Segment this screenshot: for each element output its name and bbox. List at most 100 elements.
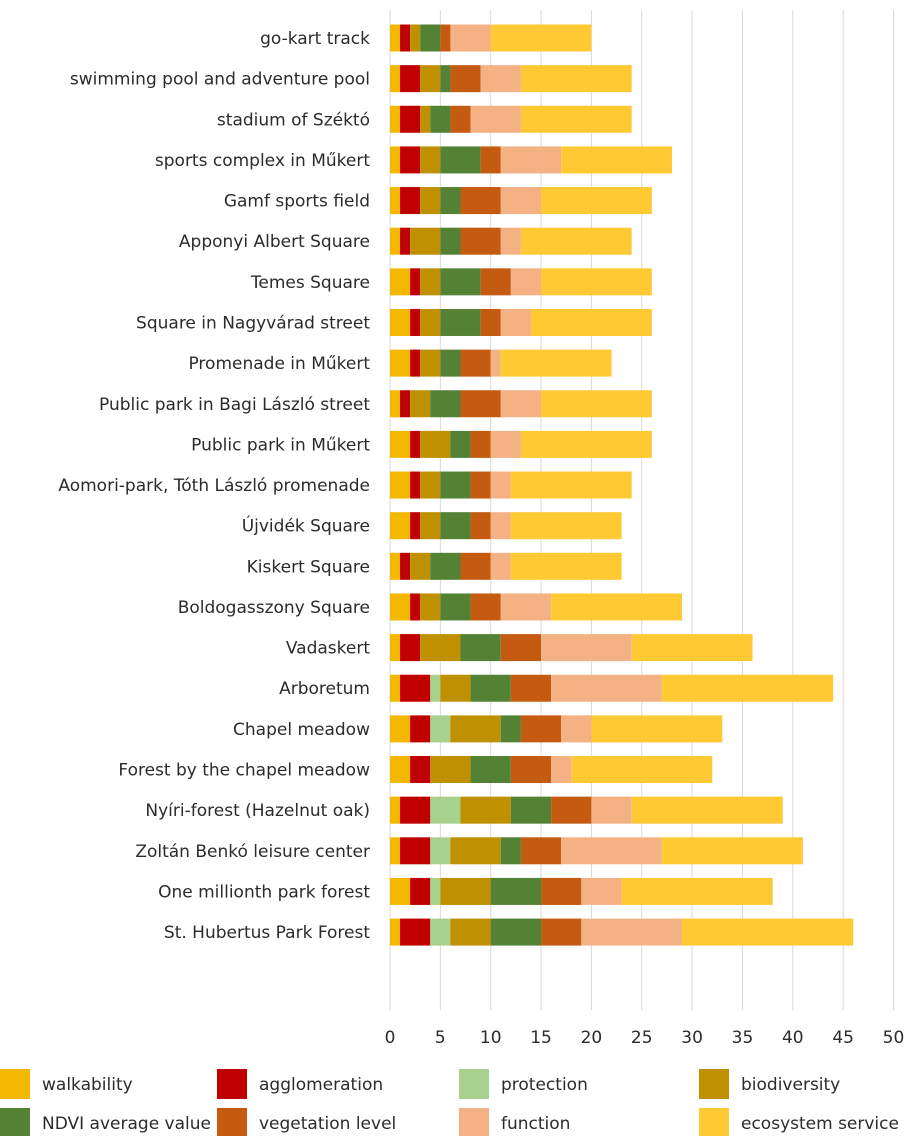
category-label: Gamf sports field	[224, 192, 370, 212]
bar-segment-vegetation-level	[541, 877, 582, 905]
bar-segment-ecosystem-service	[661, 837, 803, 865]
category-label: swimming pool and adventure pool	[70, 70, 370, 90]
bar-segment-biodiversity	[440, 674, 471, 702]
category-label: Zoltán Benkó leisure center	[135, 842, 370, 862]
bar-segment-protection	[430, 918, 451, 946]
category-label: Vadaskert	[286, 639, 370, 659]
legend-label: walkability	[42, 1075, 133, 1095]
bar-segment-ndvi-average-value	[440, 268, 481, 296]
bar-segment-agglomeration	[400, 390, 411, 418]
bar-segment-walkability	[390, 227, 401, 255]
bar-segment-ndvi-average-value	[440, 349, 461, 377]
bar-segment-ndvi-average-value	[430, 390, 461, 418]
bar-segment-ecosystem-service	[500, 349, 612, 377]
bar-segment-agglomeration	[400, 105, 421, 133]
bar-segment-ecosystem-service	[682, 918, 854, 946]
bar-segment-ecosystem-service	[591, 715, 723, 743]
bar-segment-biodiversity	[450, 715, 501, 743]
bar-segment-vegetation-level	[440, 24, 451, 52]
bar-segment-vegetation-level	[551, 796, 592, 824]
x-tick-label: 0	[385, 1028, 396, 1048]
category-label: St. Hubertus Park Forest	[164, 923, 370, 943]
bar-segment-agglomeration	[410, 430, 421, 458]
bar-segment-ndvi-average-value	[440, 146, 481, 174]
category-label: Újvidék Square	[242, 515, 370, 537]
bar-segment-walkability	[390, 268, 411, 296]
bar-segment-ecosystem-service	[621, 877, 773, 905]
bar-segment-vegetation-level	[460, 552, 491, 580]
legend-swatch	[217, 1108, 247, 1136]
bar-segment-ndvi-average-value	[440, 471, 471, 499]
bar-segment-agglomeration	[400, 24, 411, 52]
bar-segment-agglomeration	[410, 268, 421, 296]
bar-segment-ecosystem-service	[520, 105, 632, 133]
bars	[390, 24, 854, 946]
category-label: One millionth park forest	[158, 882, 370, 902]
bar-segment-walkability	[390, 390, 401, 418]
bar-segment-ecosystem-service	[661, 674, 834, 702]
bar-segment-walkability	[390, 552, 401, 580]
legend-label: function	[501, 1114, 570, 1134]
bar-segment-vegetation-level	[460, 390, 501, 418]
bar-segment-vegetation-level	[450, 105, 471, 133]
bar-segment-walkability	[390, 674, 401, 702]
bar-segment-ecosystem-service	[510, 471, 632, 499]
category-label: Public park in Bagi László street	[99, 395, 370, 415]
bar-segment-ndvi-average-value	[440, 187, 461, 215]
bar-segment-agglomeration	[400, 918, 431, 946]
bar-segment-agglomeration	[400, 837, 431, 865]
bar-segment-agglomeration	[410, 308, 421, 336]
x-tick-label: 45	[832, 1028, 854, 1048]
bar-segment-ecosystem-service	[561, 146, 672, 174]
bar-segment-walkability	[390, 308, 411, 336]
bar-segment-ecosystem-service	[631, 634, 753, 662]
x-tick-label: 10	[480, 1028, 502, 1048]
x-tick-label: 20	[581, 1028, 603, 1048]
bar-segment-ndvi-average-value	[460, 634, 501, 662]
bar-segment-ndvi-average-value	[440, 593, 471, 621]
legend-swatch	[0, 1108, 30, 1136]
bar-segment-ndvi-average-value	[450, 430, 471, 458]
bar-segment-function	[490, 430, 521, 458]
bar-segment-walkability	[390, 918, 401, 946]
bar-segment-ecosystem-service	[541, 390, 652, 418]
bar-segment-walkability	[390, 187, 401, 215]
bar-segment-ecosystem-service	[631, 796, 783, 824]
x-tick-label: 50	[883, 1028, 905, 1048]
bar-segment-biodiversity	[420, 105, 431, 133]
bar-segment-ndvi-average-value	[440, 227, 461, 255]
bar-segment-function	[551, 674, 662, 702]
bar-segment-vegetation-level	[510, 756, 552, 784]
bar-segment-vegetation-level	[480, 268, 511, 296]
bar-segment-walkability	[390, 593, 411, 621]
bar-segment-agglomeration	[400, 674, 431, 702]
bar-segment-function	[581, 877, 622, 905]
category-label: Arboretum	[279, 679, 370, 699]
category-label: Public park in Műkert	[191, 435, 370, 455]
category-label: Nyíri-forest (Hazelnut oak)	[145, 801, 370, 821]
bar-segment-ndvi-average-value	[490, 918, 542, 946]
bar-segment-vegetation-level	[460, 187, 501, 215]
bar-segment-ecosystem-service	[510, 512, 622, 540]
bar-segment-vegetation-level	[500, 634, 542, 662]
bar-segment-vegetation-level	[541, 918, 582, 946]
x-tick-label: 40	[782, 1028, 804, 1048]
bar-segment-biodiversity	[420, 308, 441, 336]
grid	[389, 10, 894, 1010]
legend-label: NDVI average value	[42, 1114, 211, 1134]
bar-segment-protection	[430, 796, 461, 824]
bar-segment-function	[500, 227, 521, 255]
bar-segment-ecosystem-service	[490, 24, 592, 52]
x-tick-label: 25	[631, 1028, 653, 1048]
bar-segment-function	[490, 552, 511, 580]
bar-segment-biodiversity	[410, 552, 431, 580]
bar-segment-walkability	[390, 105, 401, 133]
bar-segment-agglomeration	[410, 512, 421, 540]
bar-segment-agglomeration	[410, 593, 421, 621]
bar-segment-agglomeration	[410, 471, 421, 499]
bar-segment-vegetation-level	[470, 430, 491, 458]
legend: walkability agglomeration protection biodiv…	[0, 1069, 899, 1136]
bar-segment-walkability	[390, 756, 411, 784]
bar-segment-ecosystem-service	[541, 187, 652, 215]
